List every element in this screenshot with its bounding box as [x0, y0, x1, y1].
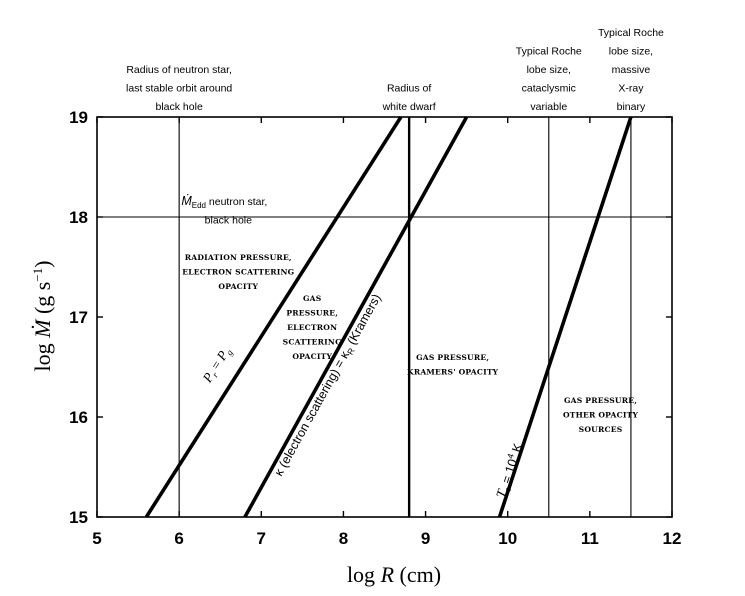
- eddington-label: ṀEdd neutron star, black hole: [181, 194, 267, 227]
- y-tick-label: 17: [69, 308, 88, 327]
- x-tick-label: 12: [663, 529, 682, 548]
- series-line-pr_eq_pg: [144, 116, 403, 518]
- y-axis-title: log Ṁ (g s−1): [30, 260, 55, 371]
- region-label: GAS PRESSURE, OTHER OPACITY SOURCES: [563, 396, 638, 434]
- x-tick-label: 7: [257, 529, 266, 548]
- x-tick-label: 11: [581, 529, 599, 548]
- series-label-kappa_es_eq_kappa_r: κ (electron scattering) = κR (Kramers): [272, 292, 386, 480]
- reference-lines: [97, 117, 672, 517]
- reference-line-label: Typical Roche lobe size, cataclysmic variab…: [516, 46, 582, 114]
- reference-line-label: Typical Roche lobe size, massive X-ray binar…: [598, 27, 664, 113]
- x-tick-label: 10: [498, 529, 517, 548]
- annotations: Radius of neutron star, last stable orbit…: [126, 27, 664, 227]
- tick-labels: 5 6 7 8 9 10 11 12 15 16 17 18 19: [69, 108, 681, 548]
- region-labels: RADIATION PRESSURE, ELECTRON SCATTERING OP…: [182, 253, 638, 434]
- series-line-kappa_es_eq_kappa_r: [243, 116, 469, 518]
- plot-frame: [96, 116, 673, 518]
- y-tick-label: 18: [69, 208, 88, 227]
- series-line-tc_1e4: [497, 116, 633, 518]
- series-label-pr_eq_pg: Pr = Pg: [199, 344, 235, 387]
- region-label: RADIATION PRESSURE, ELECTRON SCATTERING OP…: [182, 253, 294, 291]
- region-label: GAS PRESSURE, ELECTRON SCATTERING OPACITY: [283, 294, 342, 361]
- y-tick-label: 15: [69, 508, 88, 527]
- series-labels: Pr = Pg κ (electron scattering) = κR (Kra…: [199, 292, 527, 501]
- reference-line-label: Radius of neutron star, last stable orbit…: [126, 64, 232, 113]
- series-label-tc_1e4: Tc = 104 K: [492, 440, 527, 500]
- y-tick-label: 16: [69, 408, 88, 427]
- x-tick-label: 5: [92, 529, 101, 548]
- reference-line-label: Radius of white dwarf: [382, 83, 436, 114]
- x-axis-title: log R (cm): [347, 562, 441, 587]
- x-tick-label: 9: [421, 529, 430, 548]
- y-tick-label: 19: [69, 108, 88, 127]
- x-tick-label: 8: [339, 529, 348, 548]
- region-label: GAS PRESSURE, KRAMERS' OPACITY: [407, 353, 499, 377]
- series-lines: [144, 116, 633, 518]
- x-tick-label: 6: [174, 529, 183, 548]
